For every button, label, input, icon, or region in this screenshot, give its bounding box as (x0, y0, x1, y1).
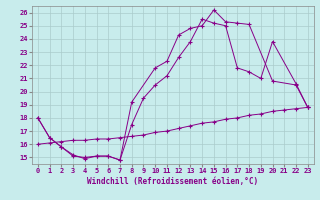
X-axis label: Windchill (Refroidissement éolien,°C): Windchill (Refroidissement éolien,°C) (87, 177, 258, 186)
